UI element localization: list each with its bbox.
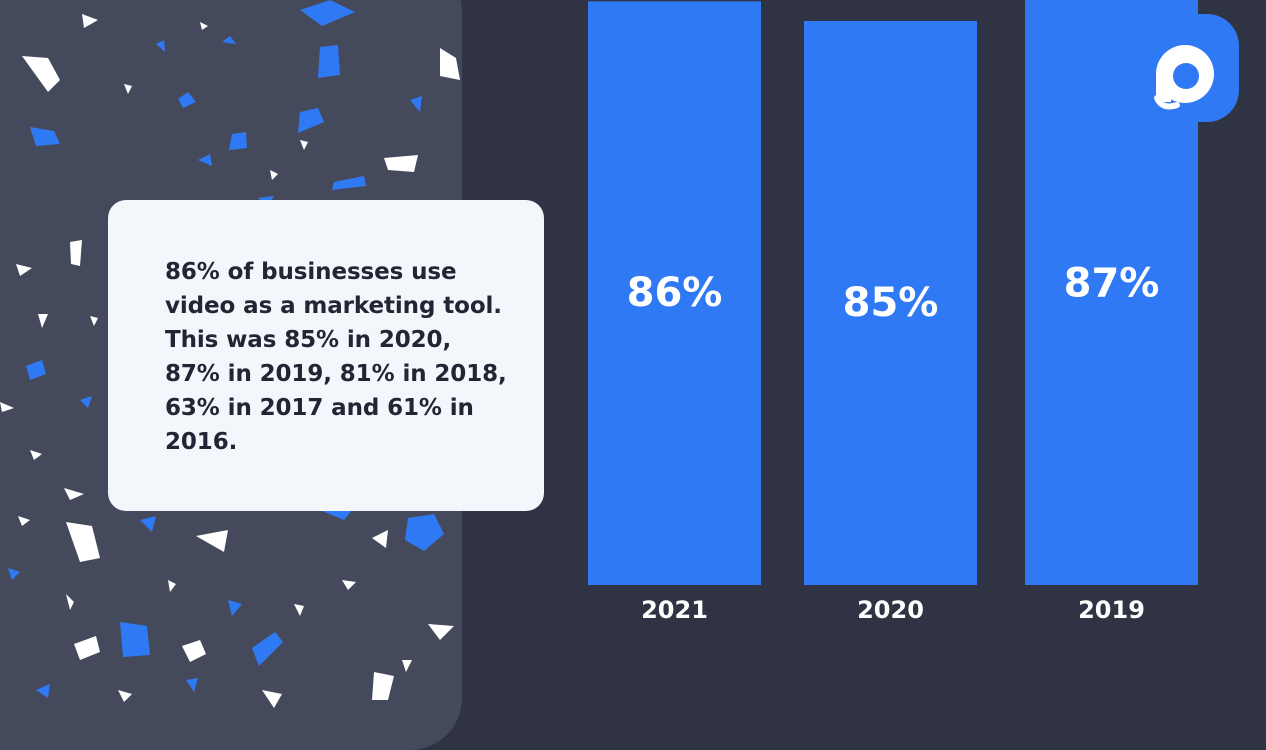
stat-card: 86% of businesses use video as a marketi…	[108, 200, 544, 511]
x-tick-label-2020: 2020	[857, 596, 924, 624]
bar-value-label-2019: 87%	[1064, 260, 1160, 306]
bar-value-label-2021: 86%	[627, 270, 723, 316]
x-tick-label-2021: 2021	[641, 596, 708, 624]
bar-2021	[588, 1, 761, 586]
bar-2020	[804, 21, 977, 585]
stat-text: 86% of businesses use video as a marketi…	[165, 259, 507, 455]
x-tick-label-2019: 2019	[1078, 596, 1145, 624]
bar-value-label-2020: 85%	[843, 280, 939, 326]
bar-chart: 86% 2021 85% 2020 87% 2019	[588, 0, 1198, 624]
terrazzo-pattern	[0, 0, 460, 708]
brand-logo-icon[interactable]	[1131, 14, 1239, 122]
